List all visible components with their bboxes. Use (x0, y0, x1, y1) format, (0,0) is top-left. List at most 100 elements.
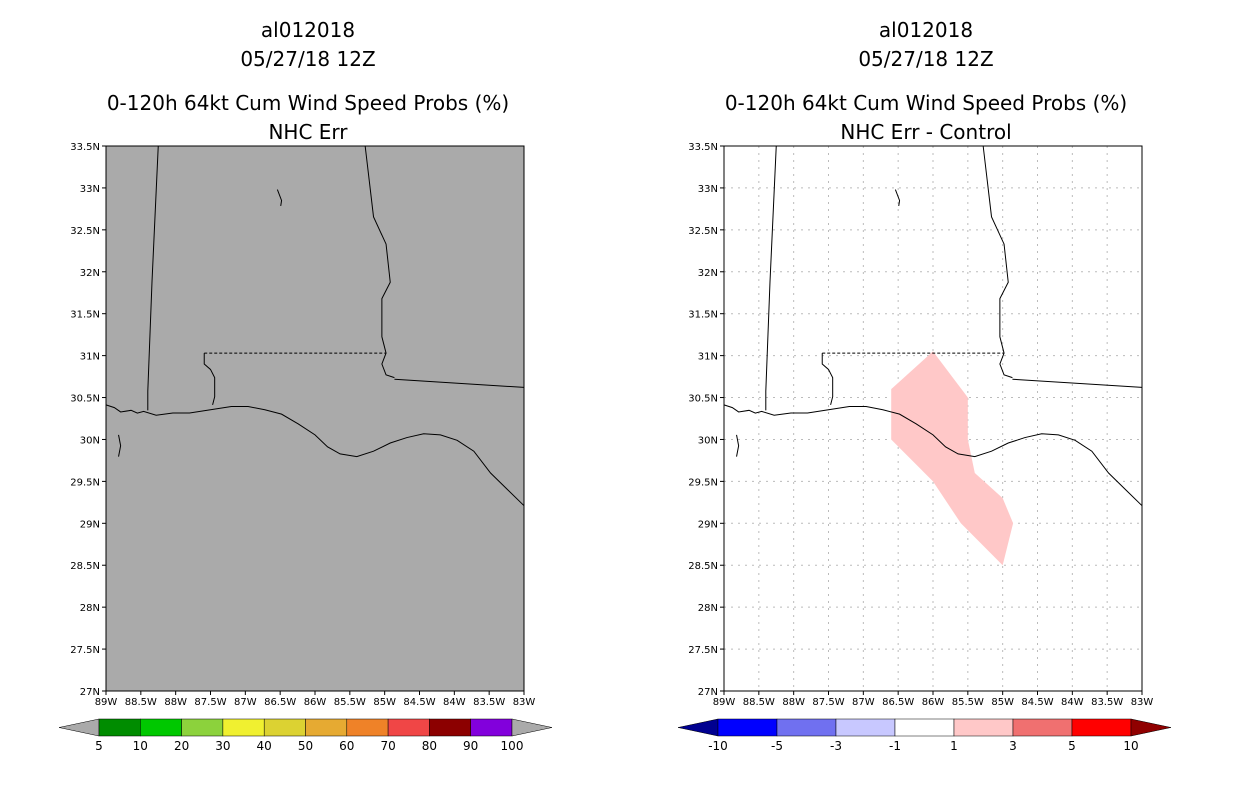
lon-tick-label: 86W (922, 697, 945, 708)
lat-tick-label: 28.5N (688, 561, 718, 572)
left-colorbar-label: 30 (215, 739, 230, 753)
lat-tick-label: 29N (80, 519, 100, 530)
state-border-al-ga (364, 145, 395, 379)
left-title-datetime: 05/27/18 12Z (240, 47, 376, 71)
right-colorbar-segment (776, 718, 837, 737)
lon-tick-label: 86W (304, 697, 327, 708)
lat-tick-label: 27N (698, 687, 718, 698)
lon-tick-label: 85W (373, 697, 396, 708)
lat-tick-label: 30.5N (688, 394, 718, 405)
lon-tick-label: 84W (1061, 697, 1084, 708)
lon-tick-label: 88.5W (743, 697, 775, 708)
state-border-ms-al (765, 145, 777, 411)
lat-tick-label: 27.5N (70, 645, 100, 656)
coastline (105, 404, 525, 507)
lon-tick-label: 85.5W (952, 697, 984, 708)
right-colorbar-label: 5 (1068, 739, 1076, 753)
left-map-panel: 33.5N 33N 32.5N 32N 31.5N 31N 30.5N 30N 29.5N 29N… (70, 142, 535, 708)
left-colorbar-label: 10 (133, 739, 148, 753)
state-border-al-ga (982, 145, 1013, 379)
lat-tick-label: 31N (80, 352, 100, 363)
left-colorbar-segment (470, 718, 513, 737)
lat-tick-label: 33N (80, 184, 100, 195)
left-colorbar-label: 80 (422, 739, 437, 753)
left-colorbar-segment (387, 718, 430, 737)
left-colorbar: 5 10 20 30 40 50 60 70 80 90 100 (58, 718, 553, 753)
lon-tick-label: 83W (513, 697, 536, 708)
left-colorbar-high-arrow (511, 718, 553, 737)
lon-tick-label: 87W (852, 697, 875, 708)
mobile-bay-shore (821, 353, 834, 405)
lat-tick-label: 30N (698, 435, 718, 446)
left-title-product: 0-120h 64kt Cum Wind Speed Probs (%) (106, 91, 510, 115)
lat-tick-label: 28.5N (70, 561, 100, 572)
right-colorbar-segment (1012, 718, 1073, 737)
lat-tick-label: 33.5N (70, 142, 100, 153)
right-colorbar-label: -3 (830, 739, 842, 753)
lon-tick-label: 87W (234, 697, 257, 708)
lon-tick-label: 83.5W (473, 697, 505, 708)
right-colorbar-segment (835, 718, 896, 737)
left-colorbar-label: 5 (95, 739, 103, 753)
left-colorbar-segment (140, 718, 182, 737)
left-colorbar-label: 60 (339, 739, 354, 753)
lon-tick-label: 89W (95, 697, 118, 708)
lat-tick-label: 28N (80, 603, 100, 614)
lat-tick-label: 29.5N (70, 477, 100, 488)
lat-tick-label: 29N (698, 519, 718, 530)
left-title-storm-id: al012018 (260, 18, 356, 42)
state-border-ga-fl (394, 378, 525, 388)
right-colorbar-segment (894, 718, 955, 737)
right-colorbar-label: 10 (1123, 739, 1138, 753)
lon-tick-label: 89W (713, 697, 736, 708)
right-colorbar-label: -1 (889, 739, 901, 753)
left-colorbar-low-arrow (58, 718, 100, 737)
lon-tick-label: 86.5W (264, 697, 296, 708)
lon-tick-label: 84.5W (403, 697, 435, 708)
right-colorbar-segment (1071, 718, 1132, 737)
left-colorbar-segment (98, 718, 141, 737)
right-title-storm-id: al012018 (878, 18, 974, 42)
right-colorbar-label: 3 (1009, 739, 1017, 753)
left-title-subtitle: NHC Err (268, 120, 348, 144)
left-colorbar-segment (263, 718, 306, 737)
lat-tick-label: 31N (698, 352, 718, 363)
right-colorbar-segment (717, 718, 778, 737)
probability-difference-region (891, 351, 1014, 566)
lon-tick-label: 83.5W (1091, 697, 1123, 708)
lon-tick-label: 87.5W (194, 697, 226, 708)
lat-tick-label: 31.5N (688, 310, 718, 321)
lon-tick-label: 84.5W (1021, 697, 1053, 708)
left-colorbar-segment (181, 718, 224, 737)
chandeleur-island (736, 434, 740, 457)
right-colorbar-high-arrow (1130, 718, 1172, 737)
right-title-subtitle: NHC Err - Control (840, 120, 1012, 144)
lat-tick-label: 28N (698, 603, 718, 614)
right-colorbar-label: -5 (771, 739, 783, 753)
lat-tick-label: 32.5N (688, 226, 718, 237)
lon-tick-label: 85.5W (334, 697, 366, 708)
left-colorbar-segment (429, 718, 471, 737)
lat-tick-label: 27.5N (688, 645, 718, 656)
lon-tick-label: 88W (782, 697, 805, 708)
left-colorbar-segment (305, 718, 348, 737)
lon-tick-label: 85W (991, 697, 1014, 708)
right-colorbar-segment (953, 718, 1014, 737)
lon-tick-label: 88.5W (125, 697, 157, 708)
lon-tick-label: 88W (164, 697, 187, 708)
lon-tick-label: 86.5W (882, 697, 914, 708)
right-colorbar-low-arrow (677, 718, 719, 737)
lon-tick-label: 84W (443, 697, 466, 708)
left-map-background (106, 146, 524, 691)
lat-tick-label: 27N (80, 687, 100, 698)
lon-tick-label: 87.5W (812, 697, 844, 708)
lat-tick-label: 32.5N (70, 226, 100, 237)
state-border-ga-fl (1012, 378, 1143, 388)
right-colorbar-label: -10 (708, 739, 728, 753)
mobile-bay-shore (203, 353, 216, 405)
left-colorbar-label: 90 (463, 739, 478, 753)
left-colorbar-segment (222, 718, 265, 737)
lake-outline (894, 189, 901, 207)
state-border-ms-al (147, 145, 159, 411)
